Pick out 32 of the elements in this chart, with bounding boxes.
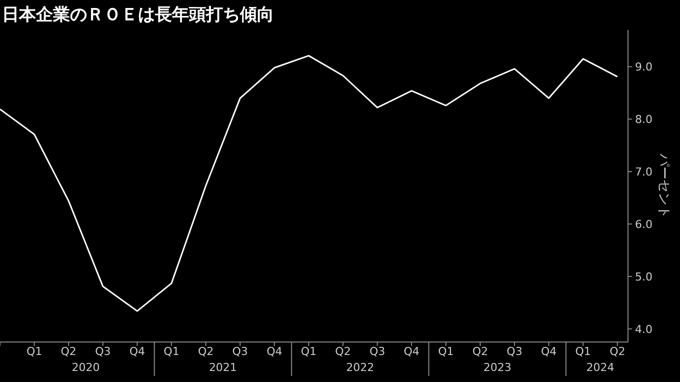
x-tick-label: Q2 bbox=[198, 345, 214, 358]
x-tick-label: Q1 bbox=[164, 345, 180, 358]
x-tick-label: Q1 bbox=[26, 345, 42, 358]
x-tick-label: Q4 bbox=[129, 345, 146, 358]
x-tick-label: Q2 bbox=[610, 345, 626, 358]
x-tick-label: Q2 bbox=[472, 345, 488, 358]
y-axis-title: パーセント bbox=[656, 152, 671, 218]
x-tick-label: Q4 bbox=[540, 345, 557, 358]
y-tick-label: 7.0 bbox=[635, 166, 652, 179]
text: 2024 bbox=[586, 361, 614, 374]
x-tick-label: Q2 bbox=[335, 345, 351, 358]
text: 2023 bbox=[483, 361, 512, 374]
x-tick-label: Q3 bbox=[506, 345, 522, 358]
chart-title: 日本企業のＲＯＥは長年頭打ち傾向 bbox=[2, 5, 274, 25]
y-tick-label: 5.0 bbox=[635, 270, 652, 284]
text: 2020 bbox=[72, 361, 100, 374]
x-tick-label: Q4 bbox=[404, 345, 420, 358]
text: 2022 bbox=[346, 361, 374, 374]
x-tick-label: Q1 bbox=[438, 345, 454, 358]
x-tick-label: Q3 bbox=[232, 345, 248, 358]
x-tick-label: Q2 bbox=[60, 345, 76, 358]
x-tick-label: Q3 bbox=[369, 345, 386, 358]
text: 2021 bbox=[208, 361, 237, 374]
y-tick-label: 8.0 bbox=[635, 113, 652, 126]
y-tick-label: 4.0 bbox=[635, 322, 652, 336]
x-tick-label: Q1 bbox=[575, 345, 591, 358]
x-tick-label: Q4 bbox=[266, 345, 282, 358]
y-tick-label: 9.0 bbox=[635, 60, 652, 74]
y-tick-label: 6.0 bbox=[635, 218, 652, 232]
line-series bbox=[0, 54, 618, 312]
x-tick-label: Q1 bbox=[300, 345, 317, 358]
x-tick-label: Q3 bbox=[95, 345, 111, 358]
